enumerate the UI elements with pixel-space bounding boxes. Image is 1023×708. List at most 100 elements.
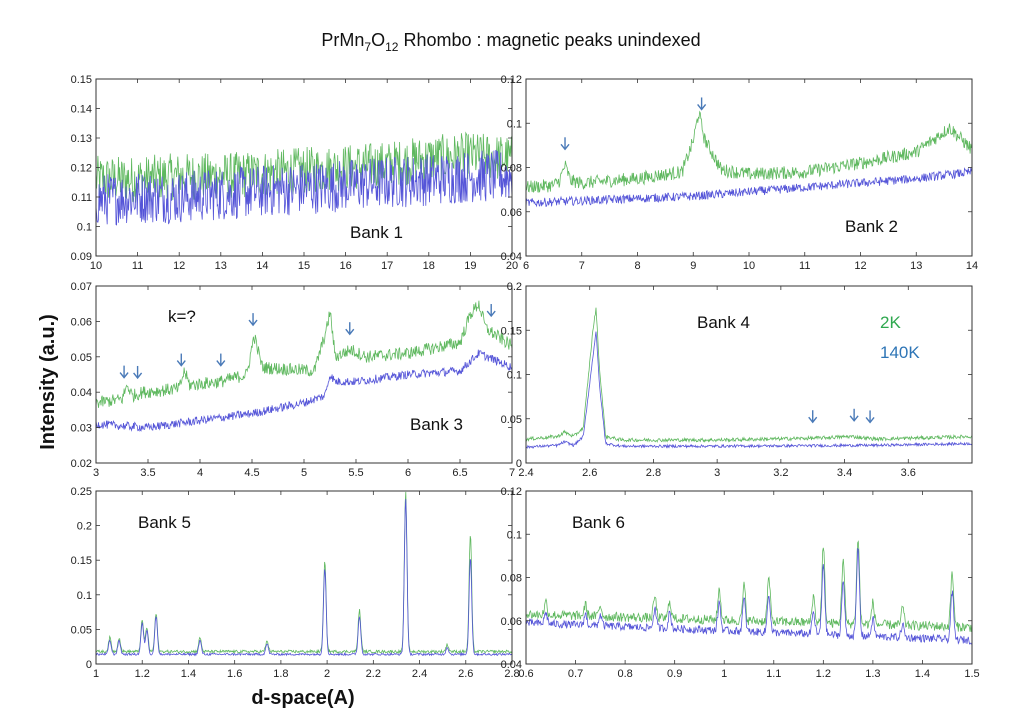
y-tick-label: 0.1 — [507, 529, 522, 541]
x-tick-label: 5.5 — [348, 467, 363, 479]
panel-2: 6 7 8 9 10 11 12 13 14 0.04 0.06 0.08 0.1 0.12 Bank 2 — [501, 74, 979, 272]
panel-3: 3 3.5 4 4.5 5 5.5 6 6.5 7 0.02 0.03 0.04 0.05 0.06 0.0… — [71, 281, 515, 479]
x-tick-label: 9 — [690, 260, 696, 272]
bank-label: Bank 1 — [350, 223, 403, 242]
y-tick-label: 0.06 — [501, 207, 522, 219]
panel-4: 2.4 2.6 2.8 3 3.2 3.4 3.6 0 0.05 0.1 0.15 0.2 Bank 4… — [501, 281, 973, 479]
x-tick-label: 0.8 — [617, 668, 632, 680]
x-tick-label: 2.8 — [504, 668, 519, 680]
x-tick-label: 14 — [966, 260, 978, 272]
x-tick-label: 19 — [464, 260, 476, 272]
x-tick-label: 2.6 — [582, 467, 597, 479]
y-tick-label: 0.09 — [71, 251, 92, 263]
series-140k-line — [96, 498, 512, 657]
x-tick-label: 10 — [743, 260, 755, 272]
series-2k-line — [96, 491, 512, 655]
x-tick-label: 1.1 — [766, 668, 781, 680]
series-140k-line — [96, 149, 512, 226]
bank-label: Bank 3 — [410, 415, 463, 434]
peak-arrow-icon — [697, 97, 707, 111]
x-tick-label: 0.9 — [667, 668, 682, 680]
x-tick-label: 3.6 — [901, 467, 916, 479]
peak-arrow-icon — [119, 365, 129, 379]
y-tick-label: 0.1 — [507, 370, 522, 382]
legend-2k: 2K — [880, 313, 901, 332]
bank-label: Bank 6 — [572, 513, 625, 532]
bank-label: Bank 2 — [845, 217, 898, 236]
y-tick-label: 0.12 — [71, 163, 92, 175]
y-tick-label: 0.04 — [71, 387, 92, 399]
peak-arrow-icon — [248, 313, 258, 327]
peak-arrow-icon — [133, 365, 143, 380]
y-tick-label: 0.11 — [71, 192, 92, 204]
plot-frame — [95, 490, 513, 665]
series-2k-line — [526, 110, 972, 194]
x-tick-label: 8 — [634, 260, 640, 272]
y-tick-label: 0.15 — [71, 74, 92, 86]
x-tick-label: 0.6 — [518, 668, 533, 680]
series-2k-line — [526, 540, 972, 633]
x-tick-label: 1.6 — [227, 668, 242, 680]
y-tick-label: 0.1 — [77, 590, 92, 602]
series-2k-line — [96, 131, 512, 203]
y-tick-label: 0 — [516, 458, 522, 470]
y-tick-label: 0.12 — [501, 74, 522, 86]
y-tick-label: 0.08 — [501, 163, 522, 175]
panel-5: 1 1.2 1.4 1.6 1.8 2 2.2 2.4 2.6 2.8 0 0.05 0.1 0.15 0.… — [71, 486, 520, 680]
x-tick-label: 3.5 — [140, 467, 155, 479]
y-tick-label: 0.06 — [501, 616, 522, 628]
x-tick-label: 3.2 — [773, 467, 788, 479]
x-tick-label: 13 — [910, 260, 922, 272]
x-tick-label: 2.4 — [412, 668, 427, 680]
figure-title: PrMn7O12 Rhombo : magnetic peaks unindex… — [321, 30, 700, 54]
legend-140k: 140K — [880, 343, 920, 362]
x-tick-label: 3 — [93, 467, 99, 479]
y-tick-label: 0.12 — [501, 486, 522, 498]
peak-arrow-icon — [486, 304, 496, 318]
x-tick-label: 15 — [298, 260, 310, 272]
peak-arrow-icon — [216, 353, 226, 367]
x-tick-label: 1.5 — [964, 668, 979, 680]
k-annotation: k=? — [168, 307, 196, 326]
x-tick-label: 4 — [197, 467, 203, 479]
y-tick-label: 0.05 — [71, 624, 92, 636]
peak-arrow-icon — [849, 408, 859, 422]
x-tick-label: 16 — [339, 260, 351, 272]
y-tick-label: 0.1 — [507, 118, 522, 130]
y-tick-label: 0.04 — [501, 659, 522, 671]
x-tick-label: 5 — [301, 467, 307, 479]
peak-arrow-icon — [865, 410, 875, 424]
y-tick-label: 0.25 — [71, 486, 92, 498]
x-tick-label: 2 — [324, 668, 330, 680]
y-tick-label: 0.08 — [501, 573, 522, 585]
peak-arrow-icon — [808, 410, 818, 424]
x-tick-label: 1 — [721, 668, 727, 680]
x-tick-label: 1 — [93, 668, 99, 680]
series-2k-line — [96, 300, 512, 408]
x-axis-label: d-space(A) — [251, 687, 354, 708]
panel-1: 10 11 12 13 14 15 16 17 18 19 20 0.09 0.1 0.11 0.12 0.1… — [71, 74, 519, 272]
x-tick-label: 6 — [523, 260, 529, 272]
y-tick-label: 0.04 — [501, 251, 522, 263]
peak-arrow-icon — [176, 353, 186, 367]
y-axis-label: Intensity (a.u.) — [37, 314, 59, 450]
x-tick-label: 3.4 — [837, 467, 852, 479]
y-tick-label: 0.02 — [71, 458, 92, 470]
y-tick-label: 0.03 — [71, 423, 92, 435]
x-tick-label: 20 — [506, 260, 518, 272]
x-tick-label: 13 — [215, 260, 227, 272]
x-tick-label: 2.6 — [458, 668, 473, 680]
y-tick-label: 0.15 — [71, 555, 92, 567]
y-tick-label: 0.05 — [501, 414, 522, 426]
bank-label: Bank 4 — [697, 313, 750, 332]
x-tick-label: 4.5 — [244, 467, 259, 479]
x-tick-label: 12 — [854, 260, 866, 272]
y-tick-label: 0 — [86, 659, 92, 671]
x-tick-label: 7 — [509, 467, 515, 479]
series-140k-line — [526, 167, 972, 208]
x-tick-label: 6 — [405, 467, 411, 479]
panel-6: 0.6 0.7 0.8 0.9 1 1.1 1.2 1.3 1.4 1.5 0.04 0.06 0.08… — [501, 486, 980, 680]
x-tick-label: 1.2 — [135, 668, 150, 680]
x-tick-label: 18 — [423, 260, 435, 272]
